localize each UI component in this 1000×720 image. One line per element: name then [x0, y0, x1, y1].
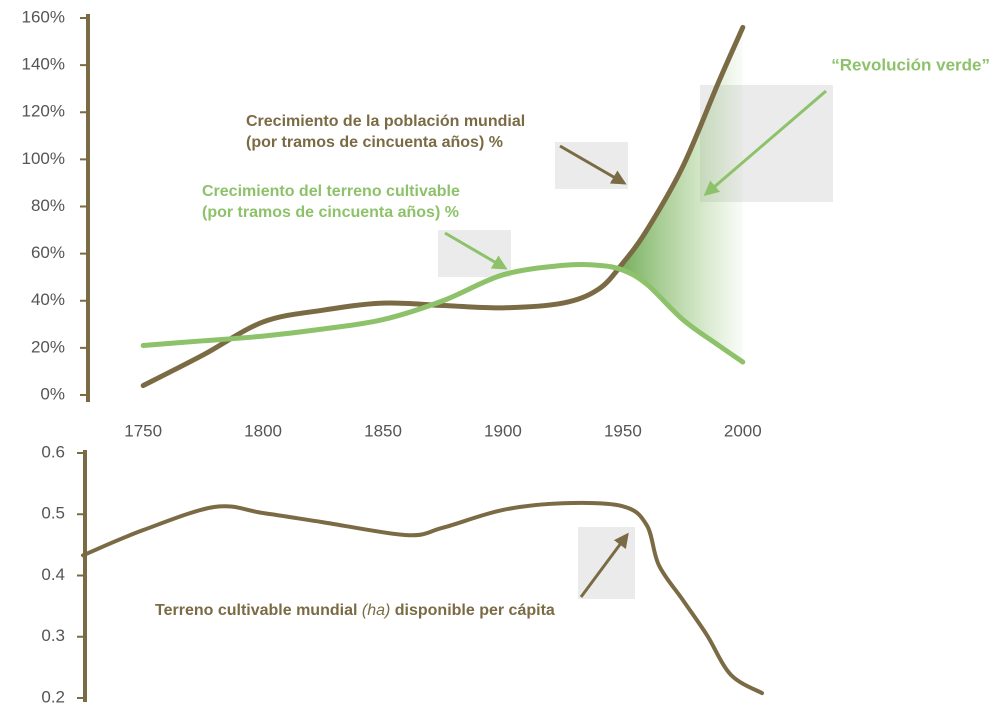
y-tick-label: 40%: [31, 290, 65, 309]
x-tick-label: 1850: [364, 421, 402, 440]
y-tick-label: 140%: [22, 55, 65, 74]
series-line: [140, 262, 746, 365]
annotation: (por tramos de cincuenta años) %: [202, 204, 459, 221]
y-tick-label: 160%: [22, 7, 65, 26]
annotation: Terreno cultivable mundial (ha) disponib…: [155, 602, 555, 619]
series-line: [140, 24, 746, 389]
annotation-part: Terreno cultivable mundial: [155, 602, 362, 619]
series-line: [81, 500, 764, 696]
y-tick-label: 0%: [40, 384, 65, 403]
x-tick-label: 1900: [484, 421, 522, 440]
x-tick-label: 1800: [244, 421, 282, 440]
y-tick-label: 20%: [31, 337, 65, 356]
y-tick-label: 100%: [22, 149, 65, 168]
arrow: [703, 89, 827, 196]
annotation-part: disponible per cápita: [390, 602, 555, 619]
y-tick-label: 0.4: [41, 565, 65, 584]
arrow: [444, 231, 508, 270]
y-tick-label: 0.2: [41, 687, 65, 706]
annotation: Crecimiento de la población mundial: [246, 113, 525, 130]
y-tick-label: 0.6: [41, 442, 65, 461]
y-tick-label: 0.5: [41, 504, 65, 523]
y-tick-label: 0.3: [41, 626, 65, 645]
y-tick-label: 60%: [31, 243, 65, 262]
x-tick-label: 2000: [724, 421, 762, 440]
green-revolution-area: [622, 27, 743, 363]
annotation: Crecimiento del terreno cultivable: [202, 183, 460, 200]
x-tick-label: 1750: [124, 421, 162, 440]
highlight-boxes: [438, 85, 833, 599]
annotation: “Revolución verde”: [831, 55, 990, 74]
arrow: [559, 144, 627, 185]
y-tick-label: 80%: [31, 196, 65, 215]
y-tick-label: 120%: [22, 102, 65, 121]
arrow: [579, 532, 629, 598]
annotation: (por tramos de cincuenta años) %: [246, 134, 503, 151]
annotation-part: (ha): [362, 602, 390, 619]
x-tick-label: 1950: [604, 421, 642, 440]
